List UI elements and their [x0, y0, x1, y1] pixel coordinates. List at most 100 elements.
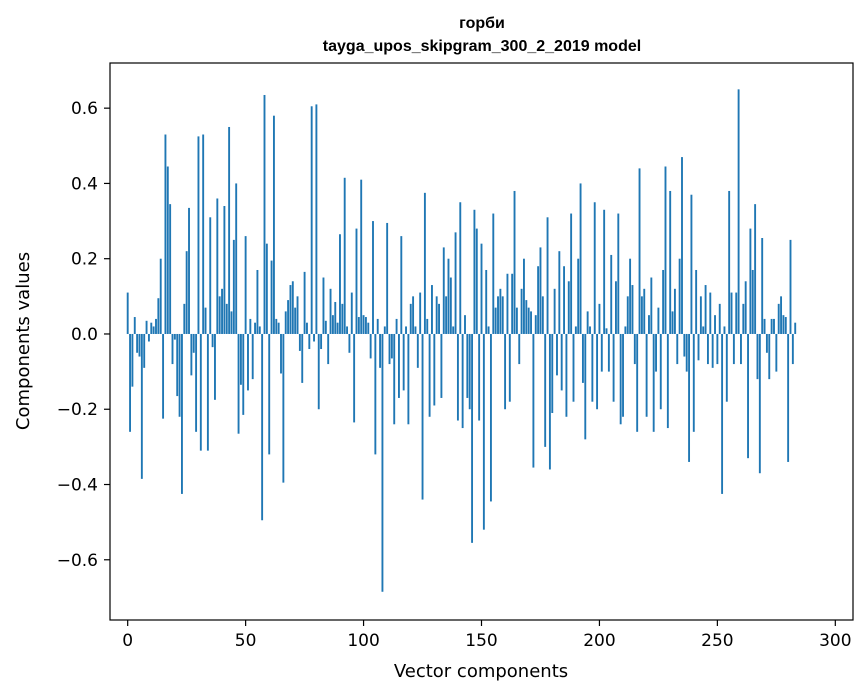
- bar-134: [442, 247, 445, 334]
- bar-235: [681, 157, 683, 334]
- x-axis-label: Vector components: [394, 661, 568, 682]
- bar-167: [520, 288, 523, 334]
- bar-208: [617, 213, 620, 334]
- bar-209: [619, 333, 622, 425]
- bar-91: [341, 303, 344, 334]
- bar-64: [277, 322, 280, 334]
- bar-256: [730, 292, 733, 334]
- bar-136: [447, 258, 450, 334]
- bar-146: [471, 333, 474, 543]
- bar-191: [577, 258, 580, 334]
- bar-189: [572, 333, 575, 402]
- x-tick-label: 300: [819, 631, 851, 651]
- y-tick-label: −0.4: [57, 476, 98, 496]
- bar-1: [129, 333, 131, 432]
- bar-15: [162, 333, 165, 419]
- bar-248: [711, 333, 714, 368]
- bar-244: [702, 326, 705, 334]
- bar-131: [435, 296, 438, 334]
- bar-245: [704, 285, 707, 334]
- bar-246: [706, 333, 709, 365]
- bar-183: [558, 251, 561, 334]
- bar-241: [695, 269, 698, 334]
- bar-247: [709, 292, 712, 334]
- bar-187: [567, 281, 570, 334]
- bar-251: [718, 303, 721, 334]
- bar-8: [145, 320, 148, 334]
- bar-195: [586, 311, 589, 334]
- bar-274: [773, 318, 775, 334]
- bar-10: [150, 322, 153, 334]
- bar-58: [263, 94, 266, 334]
- bar-79: [313, 333, 315, 342]
- bar-118: [405, 326, 407, 334]
- bar-200: [598, 303, 601, 334]
- bar-151: [482, 333, 485, 530]
- bar-152: [485, 269, 488, 334]
- bar-156: [494, 307, 497, 334]
- bar-83: [322, 277, 325, 334]
- bar-260: [740, 333, 742, 365]
- bar-98: [357, 317, 360, 334]
- bar-249: [714, 315, 716, 334]
- bar-214: [631, 285, 634, 334]
- bar-158: [499, 288, 502, 334]
- bar-153: [487, 326, 490, 334]
- bar-71: [294, 307, 297, 334]
- bar-206: [612, 333, 615, 402]
- bar-140: [456, 333, 459, 421]
- x-tick-label: 0: [122, 631, 133, 651]
- bar-179: [548, 333, 551, 470]
- bar-184: [560, 333, 563, 391]
- bar-254: [725, 333, 728, 402]
- bar-95: [350, 292, 353, 334]
- bar-220: [645, 333, 648, 417]
- bar-86: [329, 288, 332, 334]
- bar-69: [289, 285, 292, 334]
- bar-253: [723, 326, 726, 334]
- bar-231: [671, 311, 674, 334]
- plot-frame: [109, 62, 854, 621]
- bar-102: [367, 322, 370, 334]
- bar-107: [379, 333, 382, 368]
- bar-219: [643, 288, 646, 334]
- bar-229: [666, 333, 669, 429]
- bar-138: [452, 326, 455, 334]
- bar-243: [699, 296, 702, 334]
- bar-31: [199, 333, 202, 451]
- bar-178: [546, 217, 549, 334]
- bar-277: [780, 296, 783, 334]
- bar-282: [791, 333, 794, 365]
- bar-171: [530, 311, 532, 334]
- bar-157: [497, 296, 499, 334]
- bar-103: [369, 333, 372, 359]
- bar-110: [386, 222, 389, 334]
- bar-74: [301, 333, 304, 383]
- bar-34: [206, 333, 209, 451]
- bar-280: [787, 333, 790, 462]
- bar-236: [683, 333, 686, 357]
- bar-43: [228, 126, 231, 334]
- bar-80: [315, 104, 318, 334]
- bar-19: [171, 333, 174, 365]
- bar-56: [258, 326, 261, 334]
- bar-39: [218, 296, 221, 334]
- bar-40: [221, 288, 223, 334]
- bar-263: [747, 333, 749, 459]
- bar-38: [216, 198, 219, 334]
- bar-237: [685, 333, 688, 372]
- y-tick-label: −0.2: [57, 400, 98, 420]
- bar-222: [650, 277, 653, 334]
- bar-45: [232, 239, 235, 334]
- bar-204: [607, 333, 610, 372]
- x-tick-label: 100: [347, 631, 379, 651]
- bar-217: [638, 168, 641, 334]
- bar-161: [506, 273, 509, 334]
- bar-238: [688, 333, 691, 462]
- bar-81: [317, 333, 320, 410]
- bar-28: [192, 333, 195, 353]
- y-tick-label: −0.6: [57, 551, 98, 571]
- bar-185: [563, 266, 565, 334]
- y-tick-label: 0.6: [71, 99, 98, 119]
- bar-199: [596, 333, 599, 410]
